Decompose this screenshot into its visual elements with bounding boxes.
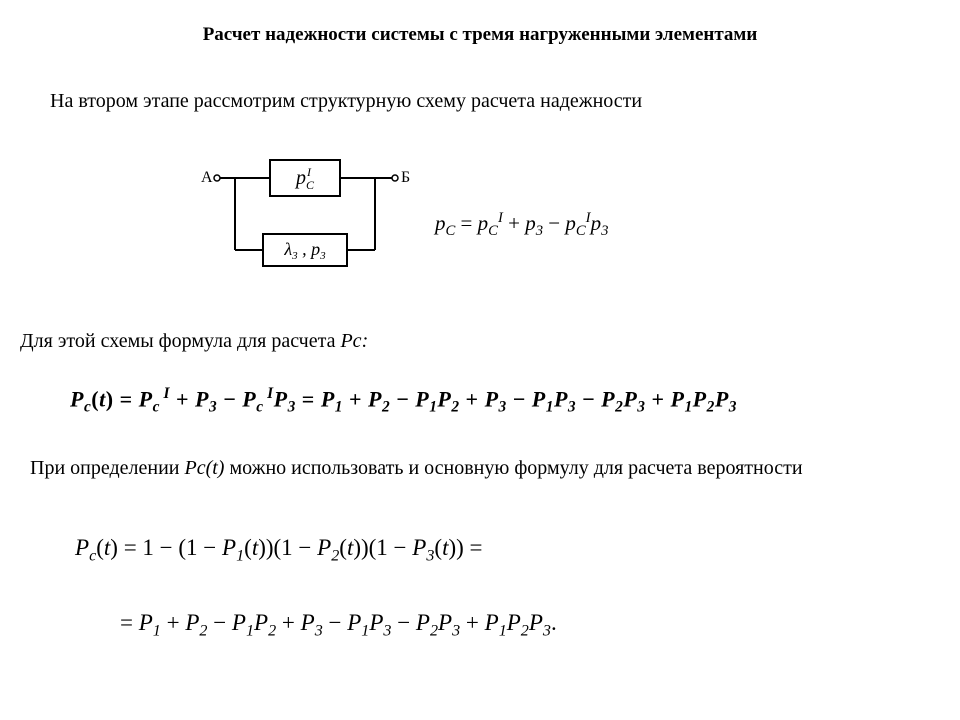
f-minus: − — [543, 211, 565, 235]
terminal-b-label: Б — [401, 169, 410, 186]
page-title: Расчет надежности системы с тремя нагруж… — [0, 24, 960, 46]
formula-pc-small: pC = pCI + p3 − pCIp3 — [435, 210, 608, 240]
para3-symbol: Pc(t) — [184, 457, 224, 479]
formula-product-form: Pc(t) = 1 − (1 − P1(t))(1 − P2(t))(1 − P… — [75, 535, 483, 566]
para3-a: При определении — [30, 457, 184, 479]
terminal-a-label: А — [201, 169, 213, 186]
formula-pc-expanded: Pc(t) = Pc I + P3 − Pc IP3 = P1 + P2 − P… — [70, 385, 737, 417]
f-eq: = — [455, 211, 477, 235]
f-t3: pCI — [565, 211, 590, 235]
f-lhs: pC — [435, 211, 455, 235]
formula-product-expanded: = P1 + P2 − P1P2 + P3 − P1P3 − P2P3 + P1… — [120, 610, 557, 641]
block-bottom-label: λ3 , p3 — [283, 239, 326, 262]
block-top-label: pCI — [294, 165, 315, 192]
f-t1: pCI — [478, 211, 503, 235]
para3-c: можно использовать и основную формулу дл… — [224, 457, 802, 479]
para2-symbol: Pc: — [340, 330, 368, 352]
circuit-svg: А Б pCI λ3 , p3 — [195, 150, 425, 280]
reliability-diagram: А Б pCI λ3 , p3 pC = pCI + p3 − pCIp3 — [195, 150, 745, 280]
terminal-a-node — [214, 175, 220, 181]
terminal-b-node — [392, 175, 398, 181]
paragraph-1: На втором этапе рассмотрим структурную с… — [50, 90, 642, 113]
para2-text: Для этой схемы формула для расчета — [20, 330, 340, 352]
f-plus: + — [503, 211, 525, 235]
f-t4: p3 — [591, 211, 609, 235]
f-t2: p3 — [525, 211, 543, 235]
paragraph-3: При определении Pc(t) можно использовать… — [30, 455, 830, 481]
paragraph-2: Для этой схемы формула для расчета Pc: — [20, 330, 368, 353]
